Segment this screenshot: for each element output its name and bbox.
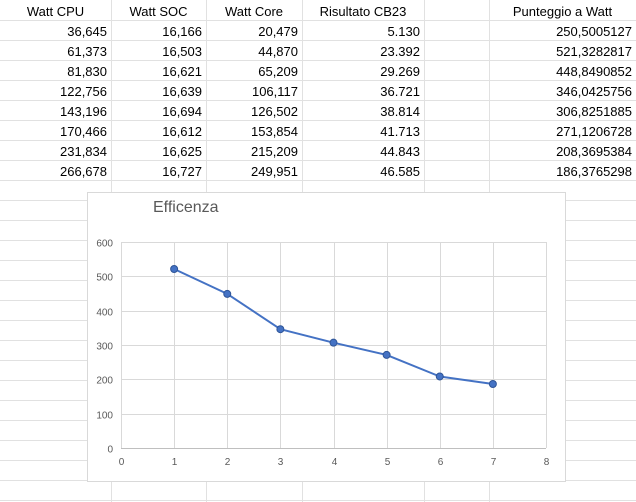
data-cell[interactable]: 250,5005127 bbox=[556, 24, 632, 39]
chart-title: Efficenza bbox=[153, 199, 219, 216]
data-cell[interactable]: 65,209 bbox=[258, 64, 298, 79]
data-point[interactable] bbox=[170, 265, 179, 274]
y-tick-label: 600 bbox=[96, 239, 113, 250]
data-cell[interactable]: 16,625 bbox=[162, 144, 202, 159]
y-tick-label: 200 bbox=[96, 376, 113, 387]
y-tick-label: 100 bbox=[96, 411, 113, 422]
data-cell[interactable]: 186,3765298 bbox=[556, 164, 632, 179]
data-cell[interactable]: 16,621 bbox=[162, 64, 202, 79]
x-tick-label: 3 bbox=[278, 457, 284, 468]
y-tick-label: 500 bbox=[96, 273, 113, 284]
header-cell[interactable]: Watt Core bbox=[224, 4, 284, 19]
data-cell[interactable]: 44,870 bbox=[258, 44, 298, 59]
data-cell[interactable]: 306,8251885 bbox=[556, 104, 632, 119]
data-cell[interactable]: 153,854 bbox=[251, 124, 298, 139]
data-cell[interactable]: 271,1206728 bbox=[556, 124, 632, 139]
header-cell[interactable]: Risultato CB23 bbox=[319, 4, 407, 19]
data-cell[interactable]: 16,612 bbox=[162, 124, 202, 139]
y-tick-label: 0 bbox=[107, 445, 113, 456]
data-cell[interactable]: 346,0425756 bbox=[556, 84, 632, 99]
chart-plot-area: 0 100 200 300 400 500 600 0 1 2 3 4 5 6 7 8 bbox=[96, 239, 550, 469]
data-cell[interactable]: 16,503 bbox=[162, 44, 202, 59]
x-tick-label: 8 bbox=[544, 457, 550, 468]
data-point[interactable] bbox=[329, 338, 338, 347]
data-cell[interactable]: 106,117 bbox=[251, 84, 298, 99]
y-tick-label: 400 bbox=[96, 308, 113, 319]
data-point[interactable] bbox=[488, 380, 497, 389]
data-cell[interactable]: 266,678 bbox=[60, 164, 107, 179]
data-cell[interactable]: 20,479 bbox=[258, 24, 298, 39]
header-cell[interactable]: Watt SOC bbox=[129, 4, 188, 19]
data-cell[interactable]: 23.392 bbox=[380, 44, 420, 59]
data-cell[interactable]: 448,8490852 bbox=[556, 64, 632, 79]
data-cell[interactable]: 215,209 bbox=[251, 144, 298, 159]
data-cell[interactable]: 38.814 bbox=[380, 104, 420, 119]
data-point[interactable] bbox=[382, 350, 391, 359]
data-cell[interactable]: 36.721 bbox=[380, 84, 420, 99]
chart-object[interactable]: Efficenza 0 100 200 300 400 500 600 0 1 2 3 4 5 6 7 8 bbox=[87, 192, 566, 482]
data-cell[interactable]: 208,3695384 bbox=[556, 144, 632, 159]
x-tick-label: 2 bbox=[225, 457, 231, 468]
y-tick-label: 300 bbox=[96, 342, 113, 353]
data-cell[interactable]: 36,645 bbox=[67, 24, 107, 39]
data-cell[interactable]: 41.713 bbox=[380, 124, 420, 139]
data-cell[interactable]: 126,502 bbox=[251, 104, 298, 119]
data-cell[interactable]: 81,830 bbox=[67, 64, 107, 79]
series-line[interactable] bbox=[173, 268, 494, 385]
data-cell[interactable]: 44.843 bbox=[380, 144, 420, 159]
x-tick-label: 0 bbox=[119, 457, 125, 468]
header-cell[interactable]: Watt CPU bbox=[26, 4, 85, 19]
data-cell[interactable]: 16,639 bbox=[162, 84, 202, 99]
data-cell[interactable]: 249,951 bbox=[251, 164, 298, 179]
x-tick-label: 4 bbox=[332, 457, 338, 468]
data-cell[interactable]: 16,727 bbox=[162, 164, 202, 179]
data-cell[interactable]: 29.269 bbox=[380, 64, 420, 79]
data-cell[interactable]: 170,466 bbox=[60, 124, 107, 139]
data-cell[interactable]: 521,3282817 bbox=[556, 44, 632, 59]
data-cell[interactable]: 46.585 bbox=[380, 164, 420, 179]
data-cell[interactable]: 143,196 bbox=[60, 104, 107, 119]
x-tick-label: 7 bbox=[491, 457, 497, 468]
data-cell[interactable]: 122,756 bbox=[60, 84, 107, 99]
x-tick-label: 6 bbox=[438, 457, 444, 468]
header-cell[interactable]: Punteggio a Watt bbox=[512, 4, 613, 19]
data-cell[interactable]: 16,694 bbox=[162, 104, 202, 119]
data-point[interactable] bbox=[276, 325, 285, 334]
data-cell[interactable]: 5.130 bbox=[387, 24, 420, 39]
x-tick-label: 5 bbox=[385, 457, 391, 468]
x-tick-label: 1 bbox=[172, 457, 178, 468]
data-point[interactable] bbox=[435, 372, 444, 381]
data-point[interactable] bbox=[223, 289, 232, 298]
data-cell[interactable]: 231,834 bbox=[60, 144, 107, 159]
data-cell[interactable]: 16,166 bbox=[162, 24, 202, 39]
data-cell[interactable]: 61,373 bbox=[67, 44, 107, 59]
